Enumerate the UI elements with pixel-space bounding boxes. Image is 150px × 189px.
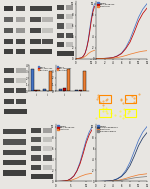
Legend: DMSO, RNA-4205702, Crizotinib: DMSO, RNA-4205702, Crizotinib <box>56 66 72 71</box>
Bar <box>4 6 13 11</box>
Bar <box>31 165 41 170</box>
Bar <box>58 89 62 91</box>
Bar <box>30 5 52 11</box>
Bar <box>31 174 53 179</box>
Bar <box>16 39 25 44</box>
Bar <box>3 129 26 134</box>
Bar <box>42 28 52 33</box>
Bar <box>43 156 52 161</box>
Bar <box>32 69 34 91</box>
Bar <box>42 17 52 22</box>
Bar <box>57 5 64 10</box>
Bar <box>57 50 74 56</box>
Bar <box>43 146 52 151</box>
Legend: DMSO, Single guide702, Crizotinib, Placebo group: DMSO, Single guide702, Crizotinib, Place… <box>97 125 118 132</box>
Bar <box>49 71 52 91</box>
Bar <box>16 88 26 94</box>
Bar <box>66 5 73 10</box>
Bar <box>42 39 52 44</box>
Bar <box>79 90 82 91</box>
Bar <box>63 88 66 91</box>
Bar <box>16 99 26 104</box>
Bar <box>66 42 73 47</box>
Legend: DMSO, RNA-4205702, Crizotinib: DMSO, RNA-4205702, Crizotinib <box>97 2 115 7</box>
Bar <box>125 109 136 117</box>
Bar <box>31 156 41 161</box>
Bar <box>30 28 41 33</box>
Bar <box>43 128 52 133</box>
Bar <box>66 33 73 38</box>
Bar <box>30 17 41 22</box>
Bar <box>57 23 64 29</box>
Legend: DMSO, RNA-4205702, Crizotinib: DMSO, RNA-4205702, Crizotinib <box>38 66 53 71</box>
Bar <box>37 90 40 91</box>
Bar <box>99 95 111 103</box>
Bar <box>4 109 27 114</box>
Bar <box>3 150 26 155</box>
Bar <box>16 17 25 22</box>
Bar <box>75 90 78 91</box>
Bar <box>4 17 13 22</box>
Bar <box>16 28 25 33</box>
Bar <box>67 69 70 91</box>
Bar <box>4 28 13 33</box>
Bar <box>31 137 41 142</box>
Bar <box>4 49 13 54</box>
Bar <box>4 39 13 44</box>
Bar <box>4 78 14 83</box>
Bar <box>83 71 86 91</box>
Bar <box>43 89 46 91</box>
Bar <box>3 160 26 165</box>
Bar <box>99 109 111 117</box>
Bar <box>43 165 52 170</box>
Bar <box>3 170 26 176</box>
Bar <box>16 49 25 54</box>
Bar <box>125 95 136 103</box>
Bar <box>16 6 25 11</box>
Bar <box>57 14 64 19</box>
Bar <box>4 67 14 73</box>
Bar <box>34 90 37 91</box>
Bar <box>31 128 41 133</box>
Bar <box>57 33 64 38</box>
Bar <box>30 49 52 54</box>
Bar <box>4 88 14 94</box>
Bar <box>16 78 26 83</box>
Bar <box>43 137 52 142</box>
Legend: DMSO, RNA-4205702, Crizotinib: DMSO, RNA-4205702, Crizotinib <box>57 125 75 130</box>
Bar <box>3 139 26 145</box>
Bar <box>66 14 73 19</box>
Bar <box>66 23 73 29</box>
Bar <box>4 99 14 104</box>
Bar <box>30 39 41 44</box>
Bar <box>31 146 41 151</box>
Bar <box>16 67 26 73</box>
Bar <box>57 42 64 47</box>
